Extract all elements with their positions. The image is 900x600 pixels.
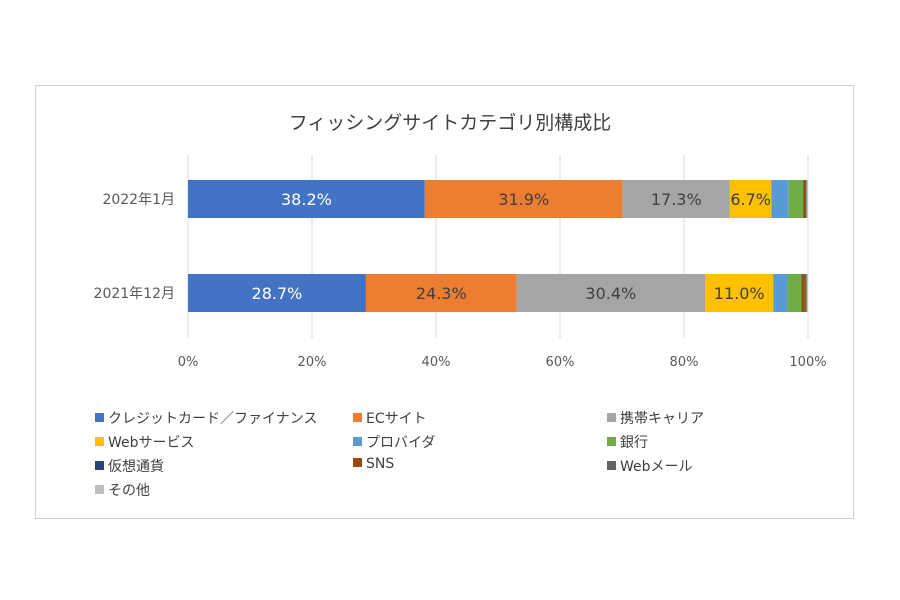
data-label: 11.0% <box>714 284 765 303</box>
x-tick-label: 60% <box>546 355 575 370</box>
x-tick-label: 0% <box>178 355 199 370</box>
legend-item: その他 <box>95 480 150 500</box>
chart-title: フィッシングサイトカテゴリ別構成比 <box>288 112 612 134</box>
legend-item: ECサイト <box>353 408 427 428</box>
data-label: 38.2% <box>281 190 332 209</box>
bar-segment <box>365 274 517 312</box>
data-label: 28.7% <box>252 284 303 303</box>
legend-item: Webサービス <box>95 432 195 452</box>
data-label: 17.3% <box>651 190 702 209</box>
legend-label: ECサイト <box>366 411 427 427</box>
category-label: 2021年12月 <box>94 286 175 302</box>
bar-segment <box>801 274 802 312</box>
legend-label: 携帯キャリア <box>620 411 704 427</box>
bar-segment <box>705 274 774 312</box>
legend-label: クレジットカード／ファイナンス <box>108 411 318 427</box>
category-label: 2022年1月 <box>102 192 175 208</box>
bar-segment <box>729 180 772 218</box>
bar-segment <box>516 274 706 312</box>
bar-segment <box>806 180 808 218</box>
legend-item: Webメール <box>607 456 693 476</box>
legend-item: クレジットカード／ファイナンス <box>95 408 317 428</box>
legend-swatch <box>95 437 104 446</box>
legend-label: Webサービス <box>108 435 195 451</box>
legend-swatch <box>353 437 362 446</box>
data-label: 24.3% <box>416 284 467 303</box>
data-label: 6.7% <box>730 190 771 209</box>
x-tick-label: 100% <box>789 355 826 370</box>
legend-swatch <box>607 437 616 446</box>
data-label: 30.4% <box>585 284 636 303</box>
x-tick-label: 40% <box>422 355 451 370</box>
legend-swatch <box>95 413 104 422</box>
legend-item: 仮想通貨 <box>95 456 164 476</box>
legend-label: Webメール <box>620 459 693 475</box>
legend-item: 銀行 <box>607 432 648 452</box>
legend-label: 銀行 <box>620 435 648 451</box>
legend-swatch <box>95 461 104 470</box>
bar-segment <box>804 274 807 312</box>
legend-item: SNS <box>353 456 394 472</box>
bar-segment <box>787 274 802 312</box>
chart-frame <box>35 85 854 519</box>
bar-segment <box>771 180 789 218</box>
bar-segment <box>806 274 808 312</box>
bar-segment <box>188 180 425 218</box>
bar-segment <box>622 180 730 218</box>
legend-label: SNS <box>366 456 395 472</box>
legend-swatch <box>95 485 104 494</box>
bar-segment <box>188 274 366 312</box>
bar-segment <box>803 180 806 218</box>
bar-segment <box>788 180 804 218</box>
legend-item: 携帯キャリア <box>607 408 704 428</box>
legend-item: プロバイダ <box>353 432 435 452</box>
data-label: 31.9% <box>498 190 549 209</box>
legend-label: その他 <box>108 483 150 499</box>
bar-segment <box>805 180 807 218</box>
legend-swatch <box>353 413 362 422</box>
bar-segment <box>803 180 804 218</box>
x-tick-label: 80% <box>670 355 699 370</box>
bar-segment <box>801 274 805 312</box>
legend-swatch <box>607 461 616 470</box>
bar-segment <box>424 180 623 218</box>
x-tick-label: 20% <box>298 355 327 370</box>
bar-segment <box>773 274 788 312</box>
legend-swatch <box>607 413 616 422</box>
legend-label: プロバイダ <box>366 435 436 451</box>
legend-label: 仮想通貨 <box>108 459 164 475</box>
legend-swatch <box>353 458 362 467</box>
